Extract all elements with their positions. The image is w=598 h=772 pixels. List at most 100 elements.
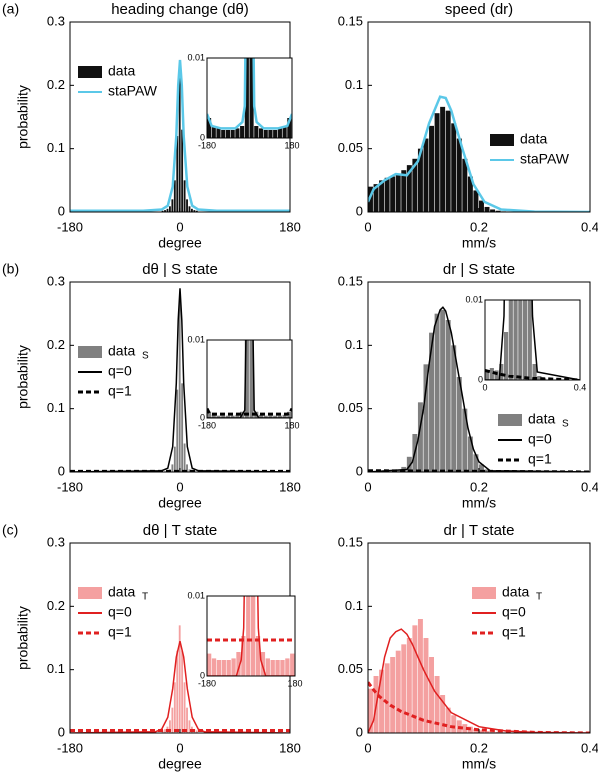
bar: [280, 660, 285, 676]
bar: [406, 638, 412, 733]
bar: [178, 625, 181, 733]
bar: [207, 411, 212, 418]
bar: [176, 650, 179, 733]
bar: [221, 130, 226, 138]
x-tick-label: 0: [176, 219, 183, 234]
legend-label: data: [108, 343, 135, 359]
bar: [178, 72, 181, 212]
x-axis-label: mm/s: [462, 235, 496, 251]
bar: [207, 653, 212, 676]
bar: [282, 414, 287, 418]
bar: [226, 660, 231, 676]
bar: [251, 596, 256, 676]
bar: [171, 199, 174, 212]
bar: [268, 415, 273, 418]
bar: [373, 184, 379, 212]
bar: [494, 370, 499, 380]
bar: [240, 126, 245, 138]
bar: [273, 130, 278, 138]
legend-label: staPAW: [108, 83, 158, 99]
bar: [495, 731, 501, 733]
bar: [260, 652, 266, 676]
bar: [467, 436, 473, 472]
y-tick-label: 0.15: [338, 534, 363, 549]
inset-x-tick-label: -180: [198, 140, 216, 150]
bar: [258, 128, 264, 138]
legend-label: data: [528, 411, 555, 427]
bar: [195, 730, 198, 733]
bar: [216, 415, 221, 418]
inset-x-tick-label: 0: [482, 382, 487, 392]
chart-title: dr | T state: [444, 522, 515, 539]
bar: [216, 128, 221, 138]
bar: [254, 126, 259, 138]
bar: [225, 415, 231, 418]
bar: [221, 415, 226, 418]
bar: [485, 370, 490, 380]
bar: [173, 180, 176, 212]
y-tick-label: 0.15: [338, 13, 363, 28]
bar: [191, 208, 193, 212]
bar: [188, 720, 191, 733]
y-tick-label: 0.1: [47, 400, 65, 415]
bar: [412, 625, 418, 733]
inset-x-tick-label: -180: [198, 420, 216, 430]
bar: [390, 657, 396, 733]
line: [70, 288, 290, 472]
bar: [513, 300, 518, 380]
bar: [176, 389, 179, 472]
bar: [379, 669, 385, 733]
bar: [406, 165, 412, 212]
bar: [368, 688, 373, 733]
dashed-line: [368, 681, 590, 733]
bar: [423, 638, 429, 733]
bar: [178, 301, 181, 472]
y-tick-label: 0.3: [47, 273, 65, 288]
plot-area: [368, 95, 590, 212]
x-tick-label: -180: [57, 740, 83, 755]
plot-area: [207, 596, 295, 676]
bar: [244, 58, 249, 138]
panel-label: (c): [2, 522, 18, 538]
bar: [523, 300, 528, 380]
bar: [169, 206, 171, 212]
inset-frame: [206, 57, 293, 139]
y-tick-label: 0.2: [47, 337, 65, 352]
x-axis-label: mm/s: [462, 756, 496, 772]
inset-y-tick-label: 0.01: [187, 334, 205, 344]
inset-y-tick-label: 0: [200, 412, 205, 422]
bar: [401, 170, 407, 212]
legend-label: q=0: [502, 604, 526, 620]
bar: [241, 636, 246, 676]
bar: [390, 176, 396, 212]
bar: [462, 158, 468, 212]
bar: [173, 446, 176, 472]
bar: [211, 658, 217, 676]
bar: [181, 129, 184, 212]
bar: [395, 650, 401, 733]
bar: [186, 707, 188, 733]
bar: [384, 663, 390, 733]
line: [70, 59, 290, 212]
x-tick-label: 180: [279, 479, 301, 494]
x-tick-label: 0.4: [581, 219, 598, 234]
legend-label: q=0: [108, 604, 132, 620]
inset-x-tick-label: 180: [284, 420, 299, 430]
bar: [169, 720, 171, 733]
chart-title: dθ | T state: [143, 522, 218, 539]
x-tick-label: 0: [176, 740, 183, 755]
y-tick-label: 0: [58, 463, 65, 478]
chart-title: heading change (dθ): [111, 1, 249, 18]
inset-x-tick-label: 180: [287, 678, 302, 688]
bar: [188, 206, 191, 212]
bar: [255, 636, 261, 676]
y-tick-label: 0.05: [338, 140, 363, 155]
x-axis-label: mm/s: [462, 495, 496, 511]
legend-label: data: [108, 584, 135, 600]
bar: [249, 340, 254, 418]
x-tick-label: 0: [176, 479, 183, 494]
bar: [456, 138, 462, 212]
legend-label: q=0: [108, 363, 132, 379]
x-tick-label: 0.4: [581, 740, 598, 755]
legend-subscript: S: [142, 351, 149, 362]
